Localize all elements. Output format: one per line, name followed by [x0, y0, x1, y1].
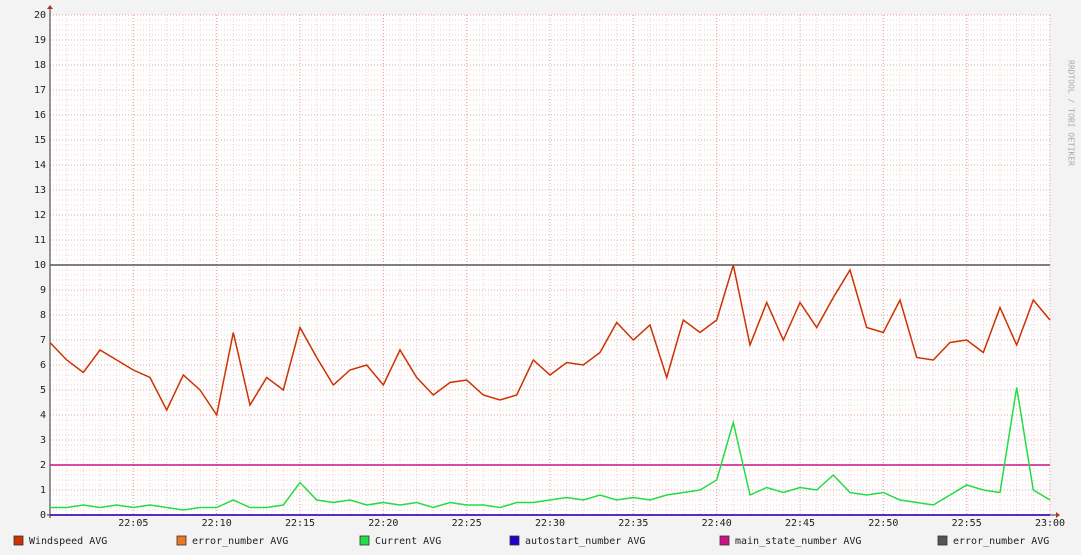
- y-tick-label: 10: [34, 260, 46, 271]
- y-tick-label: 9: [40, 285, 46, 296]
- y-tick-label: 2: [40, 460, 46, 471]
- y-tick-label: 16: [34, 110, 46, 121]
- axis-arrow: [1056, 512, 1060, 518]
- x-tick-label: 22:25: [452, 518, 482, 529]
- y-tick-label: 20: [34, 10, 46, 21]
- y-tick-label: 4: [40, 410, 46, 421]
- legend-swatch: [719, 535, 730, 546]
- legend-label: error_number AVG: [953, 536, 1049, 547]
- series-line: [50, 387, 1051, 511]
- x-tick-label: 22:10: [202, 518, 232, 529]
- y-tick-label: 7: [40, 335, 46, 346]
- x-tick-label: 22:35: [618, 518, 648, 529]
- x-tick-label: 22:20: [368, 518, 398, 529]
- x-tick-label: 22:05: [118, 518, 148, 529]
- watermark: RRDTOOL / TOBI OETIKER: [1067, 60, 1076, 166]
- y-tick-label: 18: [34, 60, 46, 71]
- y-tick-label: 15: [34, 135, 46, 146]
- legend-label: autostart_number AVG: [525, 536, 645, 547]
- legend-swatch: [359, 535, 370, 546]
- series-line: [49, 264, 1051, 417]
- x-tick-label: 22:40: [702, 518, 732, 529]
- legend-label: Current AVG: [375, 536, 441, 547]
- legend-swatch: [937, 535, 948, 546]
- legend-swatch: [509, 535, 520, 546]
- y-tick-label: 1: [40, 485, 46, 496]
- y-tick-label: 6: [40, 360, 46, 371]
- x-tick-label: 22:45: [785, 518, 815, 529]
- y-tick-label: 5: [40, 385, 46, 396]
- y-tick-label: 11: [34, 235, 46, 246]
- legend-swatch: [13, 535, 24, 546]
- x-tick-label: 22:55: [952, 518, 982, 529]
- legend-label: error_number AVG: [192, 536, 288, 547]
- legend-label: Windspeed AVG: [29, 536, 107, 547]
- y-tick-label: 13: [34, 185, 46, 196]
- y-tick-label: 14: [34, 160, 46, 171]
- x-tick-label: 22:50: [868, 518, 898, 529]
- y-tick-label: 17: [34, 85, 46, 96]
- x-tick-label: 22:15: [285, 518, 315, 529]
- y-tick-label: 3: [40, 435, 46, 446]
- y-tick-label: 19: [34, 35, 46, 46]
- axis-arrow: [47, 5, 53, 9]
- y-tick-label: 8: [40, 310, 46, 321]
- x-tick-label: 22:30: [535, 518, 565, 529]
- y-tick-label: 0: [40, 510, 46, 521]
- legend-label: main_state_number AVG: [735, 536, 861, 547]
- legend-swatch: [176, 535, 187, 546]
- x-tick-label: 23:00: [1035, 518, 1065, 529]
- y-tick-label: 12: [34, 210, 46, 221]
